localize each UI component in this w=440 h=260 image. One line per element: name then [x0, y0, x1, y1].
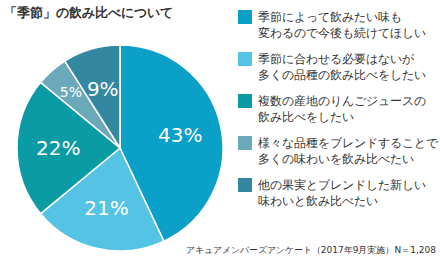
data-label: 22% [36, 136, 80, 160]
legend-label: 様々な品種をブレンドすることで多くの味わいを飲み比べたい [258, 136, 439, 166]
source-note: アキュアメンバーズアンケート（2017年9月実施）N＝1,208 [186, 245, 436, 255]
pie [17, 45, 223, 251]
legend-label: 季節によって飲みたい味も変わるので今後も続けてほしい [258, 10, 426, 40]
legend-swatch [238, 136, 252, 150]
data-label: 5% [60, 84, 82, 100]
chart-svg: 「季節」の飲み比べについて 43% 21% 22% 5% 9% 季節によって飲みたい味も変わ… [0, 0, 440, 260]
legend-swatch [238, 52, 252, 66]
legend-label: 季節に合わせる必要はないが多くの品種の飲み比べをしたい [258, 52, 426, 82]
legend-swatch [238, 178, 252, 192]
chart-title: 「季節」の飲み比べについて [4, 5, 173, 20]
chart-container: 「季節」の飲み比べについて 43% 21% 22% 5% 9% 季節によって飲みたい味も変わ… [0, 0, 440, 260]
legend-label: 他の果実とブレンドした新しい味わいと飲み比べたい [258, 178, 426, 208]
data-label: 43% [158, 123, 202, 147]
legend-swatch [238, 10, 252, 24]
legend-swatch [238, 94, 252, 108]
legend-label: 複数の産地のりんごジュースの飲み比べをしたい [258, 94, 426, 124]
data-label: 9% [87, 77, 119, 101]
data-labels: 43% 21% 22% 5% 9% [36, 77, 203, 221]
data-label: 21% [84, 196, 128, 220]
legend: 季節によって飲みたい味も変わるので今後も続けてほしい季節に合わせる必要はないが多… [238, 10, 439, 208]
